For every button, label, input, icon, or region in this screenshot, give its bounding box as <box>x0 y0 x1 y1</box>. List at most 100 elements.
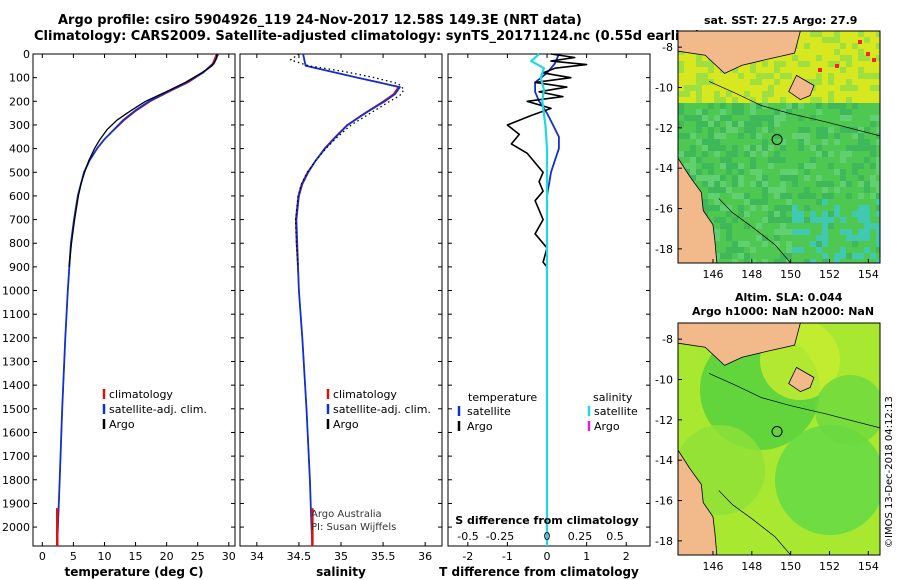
y-tick-label: 1400 <box>2 379 30 392</box>
sst-cell <box>810 103 816 109</box>
sst-cell <box>774 109 780 115</box>
sst-cell <box>852 67 858 73</box>
sst-cell <box>774 145 780 151</box>
sst-cell <box>696 115 702 121</box>
sst-cell <box>714 205 720 211</box>
secondary-x-tick-label: -0.5 <box>457 530 478 543</box>
sst-cell <box>810 199 816 205</box>
argo-float-marker <box>771 426 783 438</box>
sst-cell <box>726 109 732 115</box>
sst-cell <box>768 247 774 253</box>
sst-cell <box>732 169 738 175</box>
sst-cell <box>840 109 846 115</box>
sst-cell <box>858 109 864 115</box>
sst-cell <box>780 229 786 235</box>
sst-cell <box>786 115 792 121</box>
sst-cell <box>810 97 816 103</box>
legend-label: satellite <box>594 405 638 418</box>
sst-cell <box>846 43 852 49</box>
sst-cell <box>864 121 870 127</box>
sst-cell <box>702 187 708 193</box>
sst-cell <box>720 145 726 151</box>
sst-cell <box>786 217 792 223</box>
x-tick-label: -2 <box>462 550 473 563</box>
sst-cell <box>678 73 684 79</box>
sst-cell <box>834 133 840 139</box>
sst-cell <box>864 55 870 61</box>
sst-cell <box>810 133 816 139</box>
sst-cell <box>798 223 804 229</box>
sst-cell <box>714 229 720 235</box>
sst-cell <box>714 175 720 181</box>
sst-cell <box>828 157 834 163</box>
y-tick-label: 400 <box>9 143 30 156</box>
sst-cell <box>714 163 720 169</box>
sst-cell <box>762 73 768 79</box>
sst-cell <box>750 121 756 127</box>
sst-cell <box>840 121 846 127</box>
sst-cell <box>858 235 864 241</box>
sst-cell <box>744 211 750 217</box>
sst-cell <box>732 121 738 127</box>
sst-cell <box>852 91 858 97</box>
series-line-argo <box>289 53 405 267</box>
sst-cell <box>726 217 732 223</box>
sst-cell <box>744 97 750 103</box>
sst-cell <box>762 121 768 127</box>
sst-cell <box>870 49 876 55</box>
sst-cell <box>750 229 756 235</box>
sst-cell <box>786 97 792 103</box>
sst-cell <box>684 67 690 73</box>
map-lon-label: 154 <box>858 268 879 281</box>
sst-cell <box>870 163 876 169</box>
sst-cell <box>744 67 750 73</box>
sst-cell <box>876 97 880 103</box>
sst-cell <box>840 229 846 235</box>
sst-cell <box>720 133 726 139</box>
sst-cell <box>714 145 720 151</box>
sst-cell <box>774 151 780 157</box>
sst-cell <box>810 79 816 85</box>
y-tick-label: 1800 <box>2 474 30 487</box>
sst-cell <box>870 85 876 91</box>
sst-cell <box>864 67 870 73</box>
sst-cell <box>822 67 828 73</box>
map-lat-label: -8 <box>662 41 673 54</box>
legend-heading-temperature: temperature <box>468 391 537 404</box>
map-lat-label: -14 <box>655 454 673 467</box>
sst-cell <box>834 31 840 37</box>
sst-cell <box>840 223 846 229</box>
sst-cell <box>834 205 840 211</box>
sst-cell <box>846 121 852 127</box>
sst-cell <box>816 175 822 181</box>
sst-cell <box>756 79 762 85</box>
sst-cell <box>690 175 696 181</box>
sst-cell <box>864 73 870 79</box>
sst-cell <box>852 97 858 103</box>
sst-cell <box>786 229 792 235</box>
sst-cell <box>876 151 880 157</box>
sst-cell <box>720 193 726 199</box>
sst-cell <box>774 103 780 109</box>
sst-cell <box>720 127 726 133</box>
sst-cell <box>750 61 756 67</box>
sst-cell <box>840 37 846 43</box>
sst-cell <box>702 205 708 211</box>
sst-cell <box>810 67 816 73</box>
sst-cell <box>816 31 822 37</box>
reef-contour <box>718 198 791 263</box>
sst-cell <box>690 61 696 67</box>
sst-cell <box>750 253 756 259</box>
sst-cell <box>696 73 702 79</box>
sst-cell <box>834 259 840 263</box>
sst-cell <box>798 109 804 115</box>
sst-cell <box>756 205 762 211</box>
sst-cell <box>804 31 810 37</box>
sst-cell <box>720 103 726 109</box>
sst-cell <box>846 181 852 187</box>
sst-cell <box>780 121 786 127</box>
sst-cell <box>786 121 792 127</box>
sst-cell <box>804 97 810 103</box>
sst-cell <box>846 163 852 169</box>
x-tick-label: 0 <box>39 550 46 563</box>
